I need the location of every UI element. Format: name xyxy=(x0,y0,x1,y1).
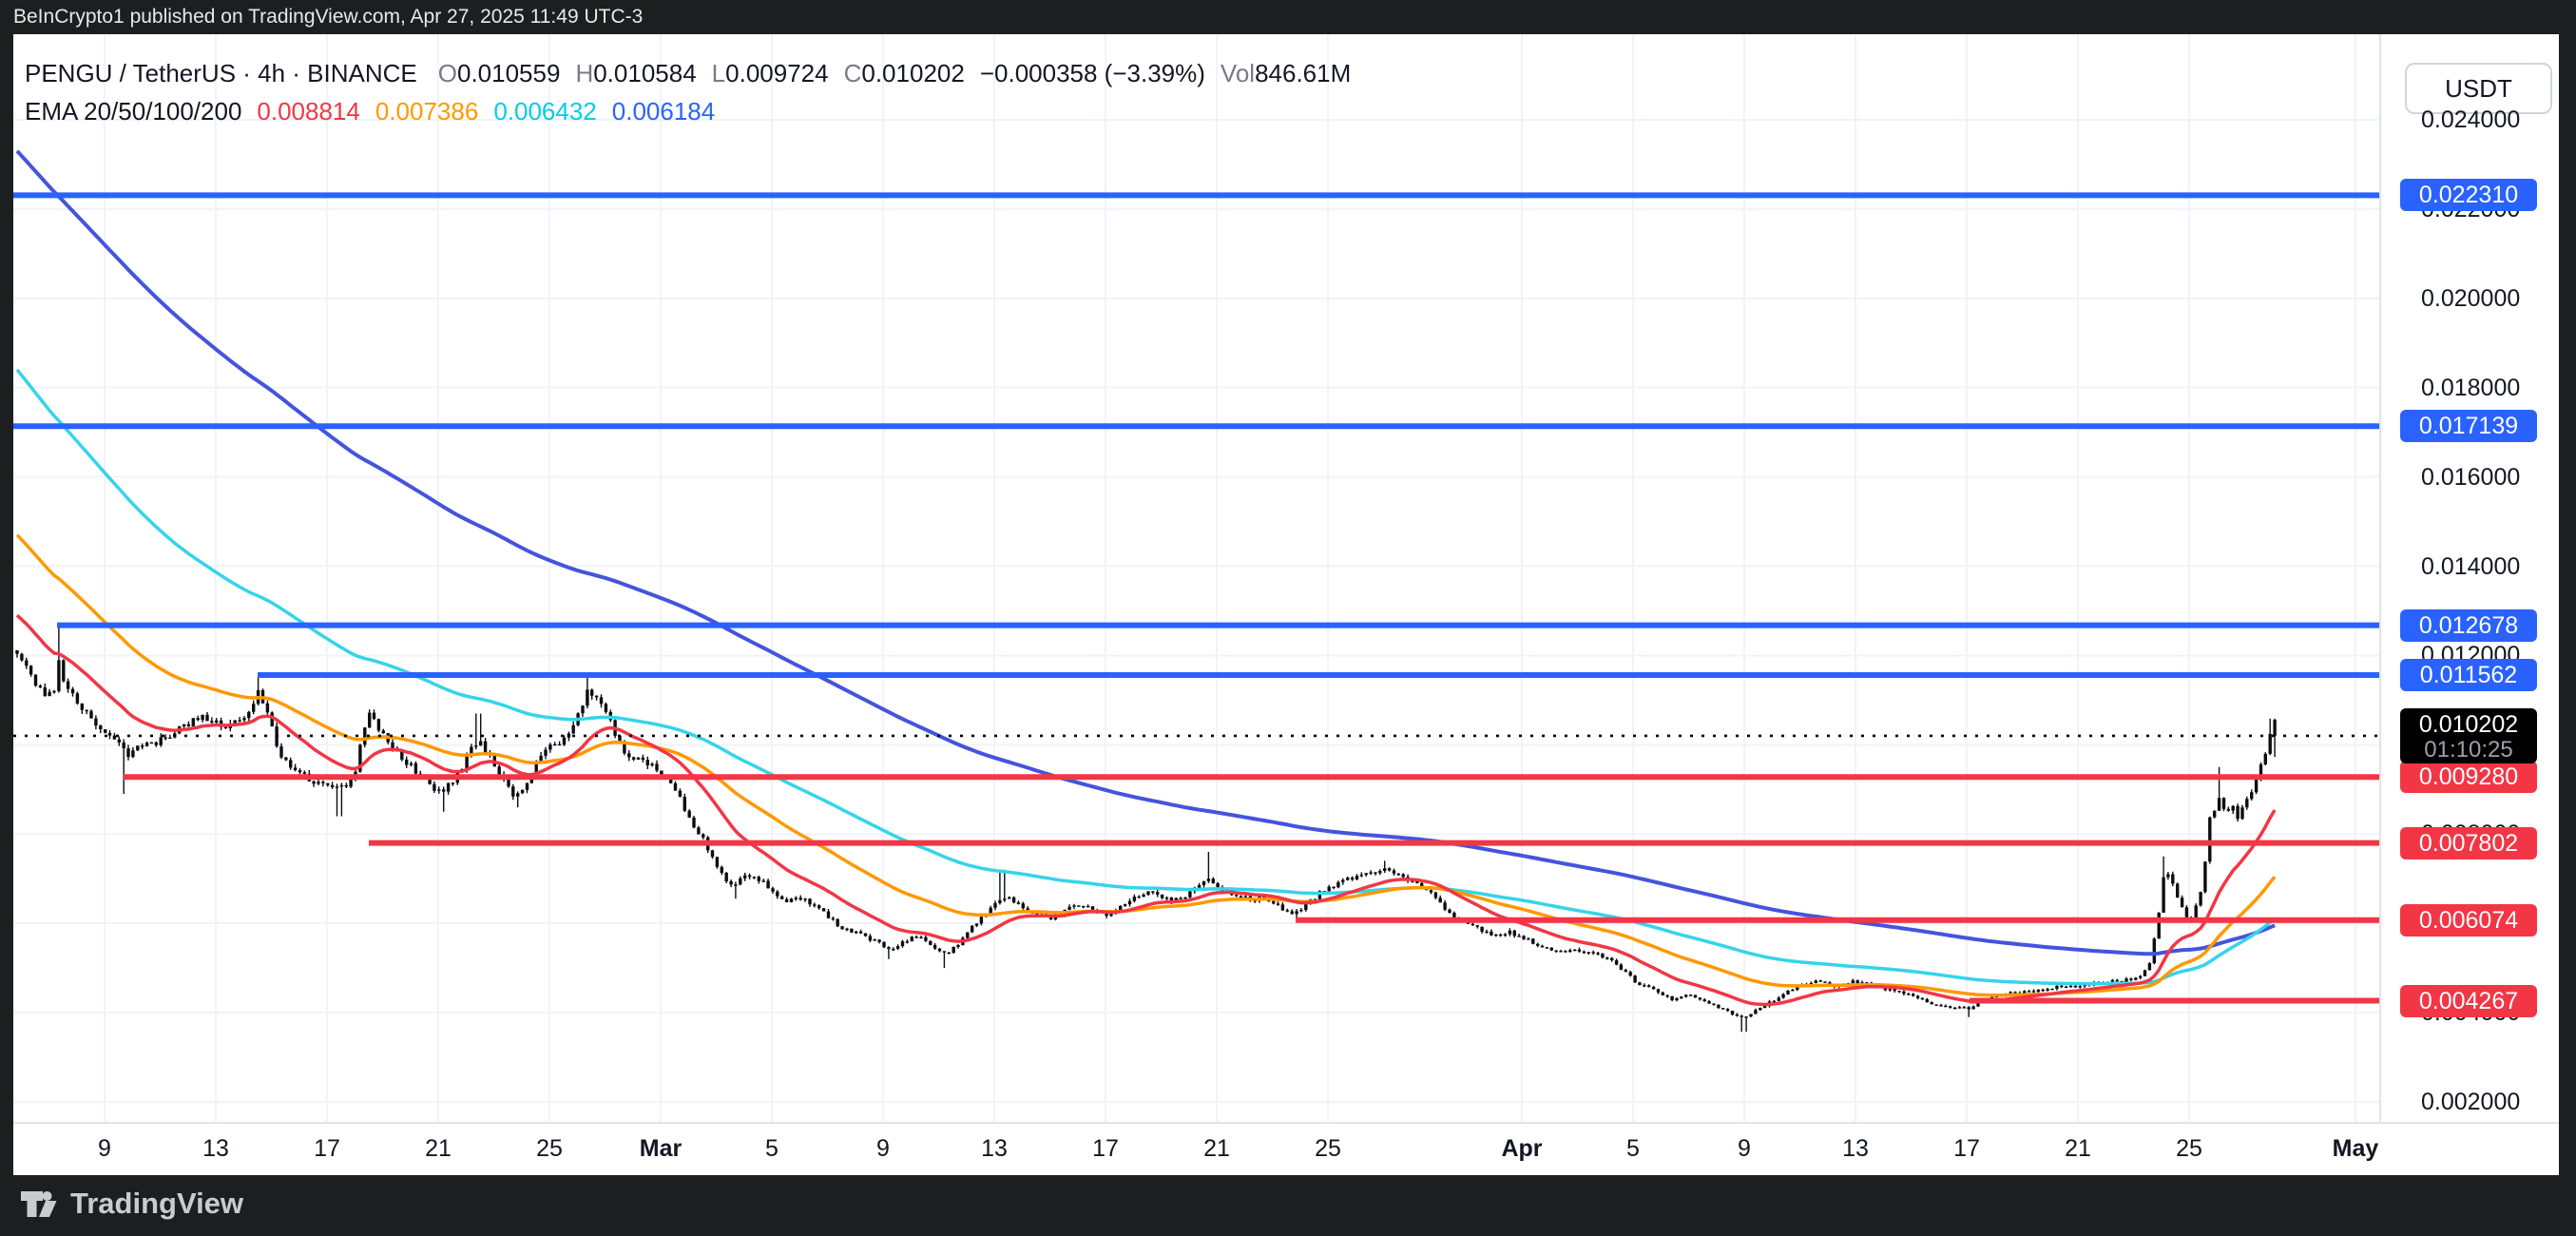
volume-label: Vol xyxy=(1220,59,1256,87)
time-tick-label: 21 xyxy=(425,1135,452,1162)
ohlc-item-label: O xyxy=(437,59,457,87)
ohlc-item: O0.010559 xyxy=(438,59,561,87)
ohlc-item-value: 0.009724 xyxy=(725,59,829,87)
ohlc-item-label: C xyxy=(843,59,862,87)
price-level-badge: 0.007802 xyxy=(2400,826,2537,859)
price-tick-label: 0.020000 xyxy=(2421,284,2521,312)
ohlc-item: L0.009724 xyxy=(712,59,829,87)
ema-50-line[interactable] xyxy=(15,533,2277,997)
ema-value: 0.006432 xyxy=(493,97,597,126)
price-level-badge: 0.011562 xyxy=(2400,659,2537,691)
ema-legend-row[interactable]: EMA 20/50/100/200 0.008814 0.007386 0.00643… xyxy=(25,97,1366,126)
tradingview-logo-icon[interactable] xyxy=(21,1189,63,1228)
price-tick-label: 0.018000 xyxy=(2421,374,2521,401)
volume-value: 846.61M xyxy=(1255,59,1352,87)
price-level-badge: 0.009280 xyxy=(2400,761,2537,794)
time-tick-label: 17 xyxy=(1953,1135,1980,1162)
attribution-text: BeInCrypto1 published on TradingView.com… xyxy=(13,6,644,28)
ema-200-line[interactable] xyxy=(15,149,2276,956)
bar-countdown: 01:10:25 xyxy=(2424,736,2513,763)
time-tick-label: May xyxy=(2332,1135,2379,1162)
ohlc-item: C0.010202 xyxy=(844,59,965,87)
current-price-value: 0.010202 xyxy=(2418,710,2519,738)
price-tick-label: 0.014000 xyxy=(2421,552,2521,580)
ema-100-line[interactable] xyxy=(15,368,2277,986)
price-tick-label: 0.016000 xyxy=(2421,463,2521,491)
time-tick-label: 9 xyxy=(1738,1135,1751,1162)
time-tick-label: Apr xyxy=(1501,1135,1543,1162)
plot-area[interactable] xyxy=(13,149,2379,1033)
time-tick-label: 21 xyxy=(1203,1135,1230,1162)
ema-value: 0.007386 xyxy=(375,97,479,126)
price-tick-label: 0.002000 xyxy=(2421,1088,2521,1115)
ema-indicator-label: EMA 20/50/100/200 xyxy=(25,97,242,126)
symbol-title[interactable]: PENGU / TetherUS · 4h · BINANCE xyxy=(25,59,417,87)
time-tick-label: 25 xyxy=(536,1135,563,1162)
grid-lines xyxy=(13,34,2379,1122)
ohlc-item-value: 0.010202 xyxy=(861,59,965,87)
current-price-badge: 0.010202 01:10:25 xyxy=(2400,707,2537,763)
currency-toggle-button[interactable]: USDT xyxy=(2405,63,2552,114)
chart-surface: PENGU / TetherUS · 4h · BINANCE O0.010559… xyxy=(13,34,2559,1175)
time-tick-label: 25 xyxy=(1315,1135,1341,1162)
price-level-badge: 0.017139 xyxy=(2400,410,2537,443)
time-tick-label: 13 xyxy=(202,1135,229,1162)
time-tick-label: 13 xyxy=(1842,1135,1869,1162)
ema-20-line[interactable] xyxy=(15,613,2277,1007)
time-tick-label: 21 xyxy=(2065,1135,2091,1162)
attribution-bar: BeInCrypto1 published on TradingView.com… xyxy=(0,0,2576,34)
time-tick-label: 13 xyxy=(981,1135,1008,1162)
price-tick-label: 0.024000 xyxy=(2421,106,2521,133)
ema-value: 0.006184 xyxy=(611,97,716,126)
time-axis[interactable]: 9 13 17 21 25 Mar 5 9 13 17 21 25 Apr 5 9 13 17 21 25 May xyxy=(13,1122,2559,1175)
price-level-badge: 0.006074 xyxy=(2400,903,2537,937)
chart-legend: PENGU / TetherUS · 4h · BINANCE O0.010559… xyxy=(25,59,1366,126)
candle-wicks xyxy=(16,625,2276,1033)
time-tick-label: 25 xyxy=(2176,1135,2202,1162)
time-tick-label: 5 xyxy=(765,1135,779,1162)
time-tick-label: 17 xyxy=(314,1135,340,1162)
tradingview-brand-text[interactable]: TradingView xyxy=(70,1187,244,1220)
time-tick-label: Mar xyxy=(639,1135,682,1162)
time-tick-label: 5 xyxy=(1626,1135,1640,1162)
ohlc-item-label: H xyxy=(575,59,594,87)
time-tick-label: 9 xyxy=(98,1135,111,1162)
ohlc-item-value: 0.010559 xyxy=(456,59,561,87)
price-chart-canvas[interactable] xyxy=(13,34,2559,1175)
ohlc-item-value: 0.010584 xyxy=(593,59,697,87)
price-level-badge: 0.004267 xyxy=(2400,984,2537,1017)
ohlc-legend-row: PENGU / TetherUS · 4h · BINANCE O0.010559… xyxy=(25,59,1366,88)
candles-series xyxy=(15,625,2277,1033)
ema-value: 0.008814 xyxy=(257,97,360,126)
brand-bar: TradingView xyxy=(0,1175,2576,1236)
price-level-badge: 0.012678 xyxy=(2400,608,2537,642)
ohlc-item-label: L xyxy=(711,59,726,87)
time-tick-label: 17 xyxy=(1092,1135,1119,1162)
time-tick-label: 9 xyxy=(876,1135,890,1162)
ohlc-item: H0.010584 xyxy=(575,59,696,87)
change-value: −0.000358 (−3.39%) xyxy=(979,59,1205,87)
price-level-badge: 0.022310 xyxy=(2400,179,2537,212)
price-axis[interactable]: USDT 0.0240000.0220000.0200000.0180000.0… xyxy=(2379,34,2559,1122)
